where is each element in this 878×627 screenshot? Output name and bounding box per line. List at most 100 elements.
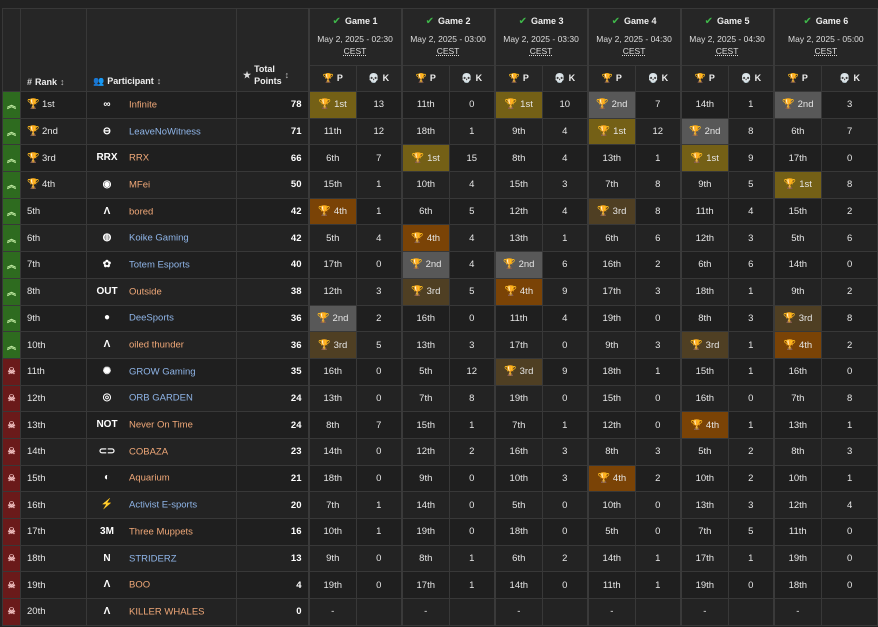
- participant-cell[interactable]: ⊂⊃ COBAZA: [86, 437, 237, 466]
- trophy-icon: 🏆: [783, 339, 796, 351]
- kills-cell: 12: [355, 117, 403, 146]
- participant-name[interactable]: GROW Gaming: [129, 366, 196, 378]
- participant-cell[interactable]: RRX RRX: [86, 144, 237, 173]
- placement-cell: 7th: [772, 384, 823, 413]
- kills-cell: 1: [542, 224, 589, 253]
- game-1-header[interactable]: ✔ Game 1 May 2, 2025 - 02:30 CEST: [307, 8, 403, 66]
- participant-name[interactable]: Aquarium: [129, 472, 170, 484]
- kills-header: 💀 K: [355, 65, 403, 92]
- table-row[interactable]: ☠ 18th Ν STRIDERZ 13 9th 0 8th 1 6th 2 14th 1 17th 1 19…: [2, 544, 878, 573]
- kills-cell: 4: [542, 117, 589, 146]
- game-3-header[interactable]: ✔ Game 3 May 2, 2025 - 03:30 CEST: [493, 8, 589, 66]
- table-row[interactable]: ☠ 16th ⚡ Activist E-sports 20 7th 1 14th 0 5th 0 10…: [2, 491, 878, 519]
- placement-cell: 16th: [586, 251, 637, 279]
- participant-name[interactable]: Activist E-sports: [129, 499, 198, 511]
- participant-cell[interactable]: ⚡ Activist E-sports: [86, 491, 237, 519]
- participant-cell[interactable]: ✿ Totem Esports: [86, 251, 237, 279]
- trophy-icon: 🏆: [689, 126, 702, 138]
- kills-cell: 1: [355, 197, 403, 226]
- table-row[interactable]: ︽ 🏆 2nd ⊖ LeaveNoWitness 71 11th 12 18th 1 9th 4 🏆 1s…: [2, 117, 878, 146]
- table-row[interactable]: ☠ 11th ✺ GROW Gaming 35 16th 0 5th 12 🏆 3rd 9 18th 1 1…: [2, 357, 878, 386]
- total-points-header[interactable]: ★ Total Points ↕: [236, 8, 309, 92]
- placement-cell: 19th: [307, 571, 357, 600]
- kills-cell: 8: [635, 171, 682, 199]
- participant-cell[interactable]: Λ BOO: [86, 571, 237, 600]
- game-2-header[interactable]: ✔ Game 2 May 2, 2025 - 03:00 CEST: [400, 8, 496, 66]
- kills-cell: 1: [449, 571, 496, 600]
- participant-name[interactable]: ORB GARDEN: [129, 392, 193, 404]
- trophy-icon: 🏆: [504, 366, 517, 378]
- participant-cell[interactable]: ⊖ LeaveNoWitness: [86, 117, 237, 146]
- participant-name[interactable]: STRIDERZ: [129, 553, 177, 565]
- kills-cell: 4: [821, 491, 878, 519]
- table-row[interactable]: ︽ 8th OUT Outside 38 12th 3 🏆 3rd 5 🏆 4th 9 17th 3 18th…: [2, 277, 878, 306]
- table-row[interactable]: ︽ 🏆 1st ∞ Infinite 78 🏆 1st 13 11th 0 🏆 1st 10 🏆 2nd 7 14…: [2, 91, 878, 119]
- check-icon: ✔: [332, 16, 341, 27]
- participant-cell[interactable]: Ν STRIDERZ: [86, 544, 237, 573]
- placement-cell: 🏆 2nd: [586, 91, 637, 119]
- kills-cell: 2: [728, 464, 775, 493]
- placement-cell: 12th: [493, 197, 544, 226]
- participant-name[interactable]: Outside: [129, 286, 162, 298]
- participant-cell[interactable]: OUT Outside: [86, 277, 237, 306]
- table-row[interactable]: ︽ 7th ✿ Totem Esports 40 17th 0 🏆 2nd 4 🏆 2nd 6 16th 2…: [2, 251, 878, 279]
- placement-cell: 18th: [493, 518, 544, 546]
- participant-name[interactable]: Never On Time: [129, 419, 193, 431]
- participant-name[interactable]: MFei: [129, 179, 151, 191]
- participant-name[interactable]: COBAZA: [129, 446, 169, 458]
- participant-cell[interactable]: 3M Three Muppets: [86, 518, 237, 546]
- participant-name[interactable]: BOO: [129, 579, 151, 591]
- table-row[interactable]: ☠ 20th Λ KILLER WHALES 0- - - - - -: [2, 598, 878, 626]
- participant-header[interactable]: 👥 Participant ↕: [86, 8, 237, 92]
- table-row[interactable]: ︽ 🏆 4th ◉ MFei 50 15th 1 10th 4 15th 3 7th 8 9th 5 🏆 1st 8: [2, 171, 878, 199]
- total-points: 42: [236, 224, 309, 253]
- eliminated-status: ☠: [2, 544, 21, 573]
- participant-name[interactable]: Totem Esports: [129, 259, 190, 271]
- kills-cell: 0: [542, 384, 589, 413]
- participant-name[interactable]: DeeSports: [129, 312, 174, 324]
- participant-cell[interactable]: Λ KILLER WHALES: [86, 598, 237, 626]
- participant-name[interactable]: RRX: [129, 152, 150, 164]
- participant-name[interactable]: Koike Gaming: [129, 232, 189, 244]
- participant-cell[interactable]: NOT Never On Time: [86, 411, 237, 439]
- participant-name[interactable]: LeaveNoWitness: [129, 126, 201, 138]
- trophy-icon: 🏆: [597, 206, 610, 218]
- participant-cell[interactable]: ◉ MFei: [86, 171, 237, 199]
- participant-cell[interactable]: ◎ ORB GARDEN: [86, 384, 237, 413]
- game-4-header[interactable]: ✔ Game 4 May 2, 2025 - 04:30 CEST: [586, 8, 682, 66]
- participant-cell[interactable]: ✺ GROW Gaming: [86, 357, 237, 386]
- placement-cell: 🏆 3rd: [400, 277, 451, 306]
- kills-cell: [542, 598, 589, 626]
- table-row[interactable]: ☠ 15th ◐ Aquarium 21 18th 0 9th 0 10th 3 🏆 4th 2 10th 2…: [2, 464, 878, 493]
- participant-cell[interactable]: ● DeeSports: [86, 304, 237, 333]
- table-row[interactable]: ☠ 14th ⊂⊃ COBAZA 23 14th 0 12th 2 16th 3 8th 3 5th 2 8t…: [2, 437, 878, 466]
- participant-name[interactable]: Three Muppets: [129, 526, 193, 538]
- table-row[interactable]: ☠ 12th ◎ ORB GARDEN 24 13th 0 7th 8 19th 0 15th 0 16t…: [2, 384, 878, 413]
- kills-cell: 1: [449, 117, 496, 146]
- game-5-header[interactable]: ✔ Game 5 May 2, 2025 - 04:30 CEST: [679, 8, 775, 66]
- kills-cell: 7: [355, 144, 403, 173]
- kills-cell: 0: [542, 518, 589, 546]
- participant-cell[interactable]: ∞ Infinite: [86, 91, 237, 119]
- kills-cell: 1: [635, 544, 682, 573]
- participant-name[interactable]: KILLER WHALES: [129, 606, 205, 618]
- participant-name[interactable]: Infinite: [129, 99, 157, 111]
- kills-cell: 9: [542, 357, 589, 386]
- table-row[interactable]: ︽ 9th ● DeeSports 36 🏆 2nd 2 16th 0 11th 4 19th 0 8th 3…: [2, 304, 878, 333]
- participant-cell[interactable]: ◍ Koike Gaming: [86, 224, 237, 253]
- participant-name[interactable]: oiled thunder: [129, 339, 184, 351]
- participant-cell[interactable]: ◐ Aquarium: [86, 464, 237, 493]
- participant-name[interactable]: bored: [129, 206, 154, 218]
- rank-header[interactable]: # Rank ↕: [20, 8, 87, 92]
- table-row[interactable]: ☠ 19th Λ BOO 4 19th 0 17th 1 14th 0 11th 1 19th 0 18th 0: [2, 571, 878, 600]
- table-row[interactable]: ☠ 17th 3M Three Muppets 16 10th 1 19th 0 18th 0 5th…: [2, 518, 878, 546]
- table-row[interactable]: ︽ 6th ◍ Koike Gaming 42 5th 4 🏆 4th 4 13th 1 6th 6 12t…: [2, 224, 878, 253]
- kills-cell: 8: [635, 197, 682, 226]
- game-6-header[interactable]: ✔ Game 6 May 2, 2025 - 05:00 CEST: [772, 8, 878, 66]
- table-row[interactable]: ︽ 🏆 3rd RRX RRX 66 6th 7 🏆 1st 15 8th 4 13th 1 🏆 1st 9 17t…: [2, 144, 878, 173]
- table-row[interactable]: ☠ 13th NOT Never On Time 24 8th 7 15th 1 7th 1 12th…: [2, 411, 878, 439]
